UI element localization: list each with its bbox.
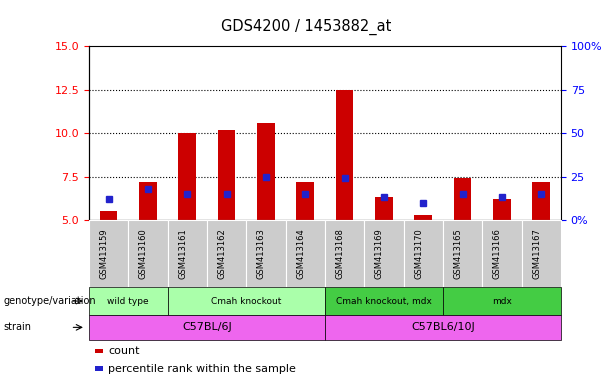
Text: GSM413160: GSM413160 bbox=[139, 228, 148, 279]
Text: GSM413159: GSM413159 bbox=[99, 228, 109, 279]
Bar bbox=[336, 89, 354, 220]
Text: genotype/variation: genotype/variation bbox=[3, 296, 96, 306]
Bar bbox=[139, 182, 157, 220]
Bar bbox=[414, 215, 432, 220]
Bar bbox=[218, 129, 235, 220]
Text: C57BL/6J: C57BL/6J bbox=[182, 322, 232, 333]
Text: GSM413166: GSM413166 bbox=[493, 228, 502, 279]
Bar bbox=[532, 182, 550, 220]
Text: Cmah knockout: Cmah knockout bbox=[211, 296, 281, 306]
Text: C57BL6/10J: C57BL6/10J bbox=[411, 322, 474, 333]
Bar bbox=[178, 133, 196, 220]
Text: wild type: wild type bbox=[107, 296, 149, 306]
Bar bbox=[257, 122, 275, 220]
Bar bbox=[100, 211, 118, 220]
Text: GSM413162: GSM413162 bbox=[218, 228, 227, 279]
Text: percentile rank within the sample: percentile rank within the sample bbox=[108, 364, 295, 374]
Bar bbox=[454, 178, 471, 220]
Text: mdx: mdx bbox=[492, 296, 512, 306]
Bar bbox=[296, 182, 314, 220]
Text: GSM413163: GSM413163 bbox=[257, 228, 266, 279]
Text: GSM413165: GSM413165 bbox=[454, 228, 463, 279]
Text: strain: strain bbox=[3, 322, 31, 333]
Bar bbox=[493, 199, 511, 220]
Text: GDS4200 / 1453882_at: GDS4200 / 1453882_at bbox=[221, 19, 392, 35]
Text: count: count bbox=[108, 346, 139, 356]
Text: GSM413168: GSM413168 bbox=[335, 228, 345, 279]
Text: GSM413169: GSM413169 bbox=[375, 228, 384, 279]
Text: Cmah knockout, mdx: Cmah knockout, mdx bbox=[336, 296, 432, 306]
Text: GSM413170: GSM413170 bbox=[414, 228, 423, 279]
Text: GSM413167: GSM413167 bbox=[532, 228, 541, 279]
Bar bbox=[375, 197, 393, 220]
Text: GSM413164: GSM413164 bbox=[296, 228, 305, 279]
Text: GSM413161: GSM413161 bbox=[178, 228, 187, 279]
